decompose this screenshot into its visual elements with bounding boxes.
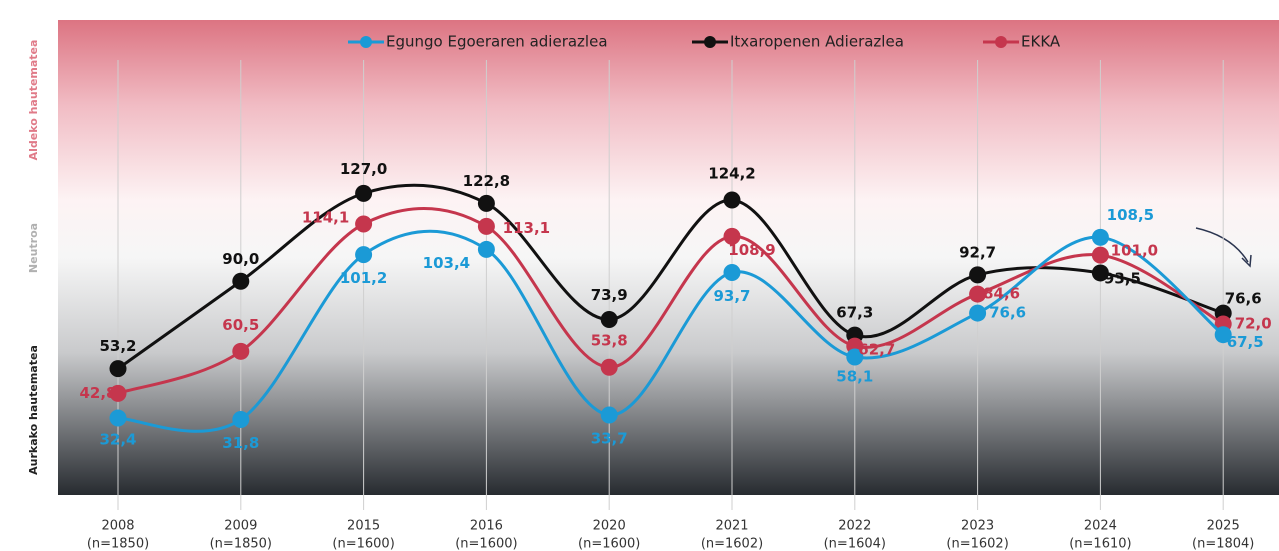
value-label: 101,0 xyxy=(1111,242,1158,260)
x-tick-label: 2016 xyxy=(470,519,503,534)
point xyxy=(723,227,741,245)
x-tick-label: 2021 xyxy=(715,519,748,534)
value-label: 33,7 xyxy=(591,429,628,447)
value-label: 76,6 xyxy=(1225,290,1262,308)
point xyxy=(723,263,741,281)
x-tick-label: 2022 xyxy=(838,519,871,534)
side-label: Aurkako hautematea xyxy=(27,345,40,475)
side-label: Neutroa xyxy=(27,223,40,273)
point xyxy=(846,348,864,366)
point xyxy=(969,266,987,284)
trend-arrow xyxy=(1195,227,1249,263)
value-label: 113,1 xyxy=(503,219,550,237)
value-label: 32,4 xyxy=(99,431,136,449)
value-label: 67,3 xyxy=(836,304,873,322)
x-tick-label: 2015 xyxy=(347,519,380,534)
x-tick-sublabel: (n=1850) xyxy=(210,537,272,551)
series-line xyxy=(117,206,1224,395)
value-label: 108,5 xyxy=(1107,206,1154,224)
value-label: 108,9 xyxy=(728,241,775,259)
x-tick-sublabel: (n=1604) xyxy=(824,537,886,551)
value-label: 67,5 xyxy=(1227,333,1264,351)
value-label: 73,9 xyxy=(591,286,628,304)
point xyxy=(723,191,741,209)
value-label: 93,5 xyxy=(1104,269,1141,287)
x-tick-label: 2008 xyxy=(101,519,134,534)
point xyxy=(355,246,373,264)
point xyxy=(1091,264,1109,282)
value-label: 101,2 xyxy=(340,269,387,287)
point xyxy=(477,194,495,212)
point xyxy=(600,310,618,328)
point xyxy=(232,342,250,360)
point xyxy=(355,215,373,233)
point xyxy=(109,360,127,378)
point xyxy=(1214,326,1232,344)
value-label: 53,2 xyxy=(99,337,136,355)
point xyxy=(969,285,987,303)
point xyxy=(477,240,495,258)
point xyxy=(1091,246,1109,264)
x-tick-sublabel: (n=1610) xyxy=(1069,537,1131,551)
point xyxy=(600,358,618,376)
point xyxy=(109,409,127,427)
value-label: 124,2 xyxy=(708,165,755,183)
value-label: 53,8 xyxy=(591,332,628,350)
value-label: 84,6 xyxy=(983,285,1020,303)
point xyxy=(969,304,987,322)
side-label: Aldeko hautematea xyxy=(27,40,40,161)
x-tick-label: 2020 xyxy=(593,519,626,534)
legend-label: EKKA xyxy=(1021,33,1061,51)
x-tick-label: 2009 xyxy=(224,519,257,534)
legend-label: Itxaropenen Adierazlea xyxy=(730,33,904,51)
legend-label: Egungo Egoeraren adierazlea xyxy=(386,33,608,51)
x-tick-sublabel: (n=1600) xyxy=(332,537,394,551)
series-line xyxy=(117,229,1225,433)
x-tick-sublabel: (n=1602) xyxy=(946,537,1008,551)
point xyxy=(1091,228,1109,246)
value-label: 60,5 xyxy=(222,316,259,334)
x-tick-sublabel: (n=1804) xyxy=(1192,537,1254,551)
x-tick-label: 2025 xyxy=(1207,519,1240,534)
point xyxy=(109,384,127,402)
plot-background xyxy=(58,20,1279,495)
value-label: 92,7 xyxy=(959,243,996,261)
value-label: 76,6 xyxy=(989,304,1026,322)
x-tick-sublabel: (n=1850) xyxy=(87,537,149,551)
value-label: 72,0 xyxy=(1235,315,1272,333)
point xyxy=(232,272,250,290)
point xyxy=(477,217,495,235)
value-label: 93,7 xyxy=(713,287,750,305)
series-line xyxy=(117,183,1224,370)
value-label: 42,8 xyxy=(79,384,116,402)
trend-arrowhead xyxy=(1241,254,1252,268)
value-label: 127,0 xyxy=(340,160,387,178)
legend-marker xyxy=(360,36,372,48)
value-label: 58,1 xyxy=(836,368,873,386)
x-tick-sublabel: (n=1600) xyxy=(455,537,517,551)
legend-marker xyxy=(704,36,716,48)
x-tick-sublabel: (n=1602) xyxy=(701,537,763,551)
value-label: 103,4 xyxy=(423,254,470,272)
point xyxy=(232,410,250,428)
value-label: 114,1 xyxy=(302,209,349,227)
x-tick-sublabel: (n=1600) xyxy=(578,537,640,551)
x-tick-label: 2024 xyxy=(1084,519,1117,534)
x-tick-label: 2023 xyxy=(961,519,994,534)
legend-marker xyxy=(995,36,1007,48)
point xyxy=(355,184,373,202)
value-label: 31,8 xyxy=(222,434,259,452)
point xyxy=(600,406,618,424)
value-label: 122,8 xyxy=(463,172,510,190)
value-label: 90,0 xyxy=(222,250,259,268)
value-label: 62,7 xyxy=(858,341,895,359)
